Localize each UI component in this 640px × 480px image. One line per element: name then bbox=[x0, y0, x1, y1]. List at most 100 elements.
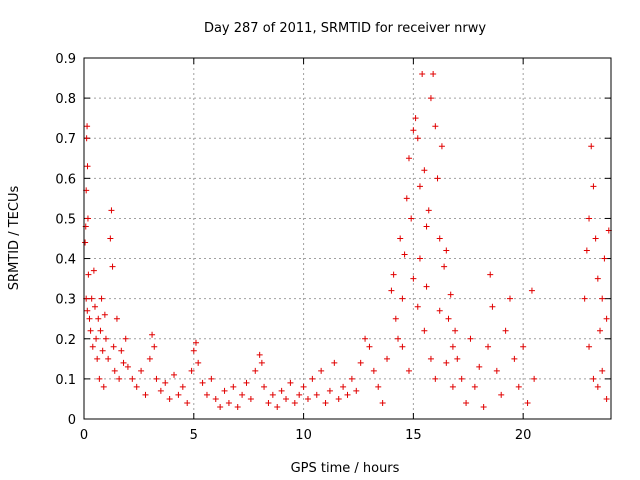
data-point bbox=[101, 311, 108, 318]
data-point bbox=[427, 95, 434, 102]
data-point bbox=[427, 355, 434, 362]
data-point bbox=[414, 135, 421, 142]
data-point bbox=[421, 327, 428, 334]
data-point bbox=[291, 399, 298, 406]
data-point bbox=[195, 359, 202, 366]
data-point bbox=[449, 383, 456, 390]
data-point bbox=[594, 383, 601, 390]
data-point bbox=[179, 383, 186, 390]
data-point bbox=[590, 183, 597, 190]
data-point bbox=[175, 391, 182, 398]
data-point bbox=[375, 383, 382, 390]
data-point bbox=[344, 391, 351, 398]
ticks: 0 0.1 0.2 0.3 0.4 0.5 0.6 0.7 0.8 0.9 0 5 10 15 20 bbox=[55, 52, 611, 443]
data-point bbox=[524, 399, 531, 406]
data-point bbox=[157, 387, 164, 394]
data-point bbox=[445, 315, 452, 322]
data-point bbox=[109, 263, 116, 270]
data-point bbox=[452, 327, 459, 334]
data-point bbox=[515, 383, 522, 390]
y-axis-label: SRMTID / TECUs bbox=[7, 186, 22, 291]
data-point bbox=[89, 343, 96, 350]
data-point bbox=[528, 287, 535, 294]
data-point bbox=[142, 391, 149, 398]
data-point bbox=[243, 379, 250, 386]
data-point bbox=[335, 395, 342, 402]
data-point bbox=[416, 255, 423, 262]
data-point bbox=[432, 375, 439, 382]
data-point bbox=[454, 355, 461, 362]
data-point bbox=[265, 399, 272, 406]
data-point bbox=[588, 143, 595, 150]
data-point bbox=[405, 367, 412, 374]
data-point bbox=[370, 367, 377, 374]
data-point bbox=[300, 383, 307, 390]
data-point bbox=[603, 315, 610, 322]
data-point bbox=[107, 235, 114, 242]
data-point bbox=[601, 255, 608, 262]
data-point bbox=[94, 355, 101, 362]
data-point bbox=[480, 403, 487, 410]
data-point bbox=[212, 395, 219, 402]
data-point bbox=[326, 387, 333, 394]
data-point bbox=[99, 347, 106, 354]
data-point bbox=[362, 335, 369, 342]
data-point bbox=[581, 295, 588, 302]
data-point bbox=[388, 287, 395, 294]
x-tick-label: 5 bbox=[190, 428, 198, 443]
data-point bbox=[414, 303, 421, 310]
data-point bbox=[105, 355, 112, 362]
data-point bbox=[441, 263, 448, 270]
data-point bbox=[124, 363, 131, 370]
data-point bbox=[410, 275, 417, 282]
data-point bbox=[436, 235, 443, 242]
data-point bbox=[274, 403, 281, 410]
data-point bbox=[599, 367, 606, 374]
data-point bbox=[190, 347, 197, 354]
data-point bbox=[82, 239, 89, 246]
data-point bbox=[192, 339, 199, 346]
data-point bbox=[511, 355, 518, 362]
data-point bbox=[118, 347, 125, 354]
data-point bbox=[283, 395, 290, 402]
data-point bbox=[408, 215, 415, 222]
data-point bbox=[487, 271, 494, 278]
data-point bbox=[261, 383, 268, 390]
data-point bbox=[225, 399, 232, 406]
data-point bbox=[592, 235, 599, 242]
data-point bbox=[384, 355, 391, 362]
x-tick-label: 10 bbox=[295, 428, 312, 443]
data-point bbox=[184, 399, 191, 406]
data-point bbox=[90, 267, 97, 274]
data-points bbox=[82, 71, 612, 410]
data-point bbox=[151, 343, 158, 350]
data-point bbox=[419, 71, 426, 78]
data-point bbox=[599, 295, 606, 302]
data-point bbox=[467, 335, 474, 342]
x-tick-label: 0 bbox=[80, 428, 88, 443]
x-tick-label: 20 bbox=[515, 428, 532, 443]
data-point bbox=[93, 335, 100, 342]
data-point bbox=[471, 383, 478, 390]
data-point bbox=[597, 327, 604, 334]
data-point bbox=[304, 395, 311, 402]
y-tick-label: 0.3 bbox=[55, 293, 76, 308]
data-point bbox=[379, 399, 386, 406]
data-point bbox=[230, 383, 237, 390]
data-point bbox=[421, 167, 428, 174]
data-point bbox=[110, 343, 117, 350]
data-point bbox=[463, 399, 470, 406]
data-point bbox=[399, 343, 406, 350]
y-tick-label: 0.7 bbox=[55, 132, 76, 147]
data-point bbox=[113, 315, 120, 322]
data-point bbox=[498, 391, 505, 398]
data-point bbox=[366, 343, 373, 350]
data-point bbox=[108, 207, 115, 214]
data-point bbox=[97, 327, 104, 334]
y-tick-label: 0.2 bbox=[55, 333, 76, 348]
data-point bbox=[287, 379, 294, 386]
data-point bbox=[138, 367, 145, 374]
data-point bbox=[146, 355, 153, 362]
x-tick-label: 15 bbox=[405, 428, 422, 443]
